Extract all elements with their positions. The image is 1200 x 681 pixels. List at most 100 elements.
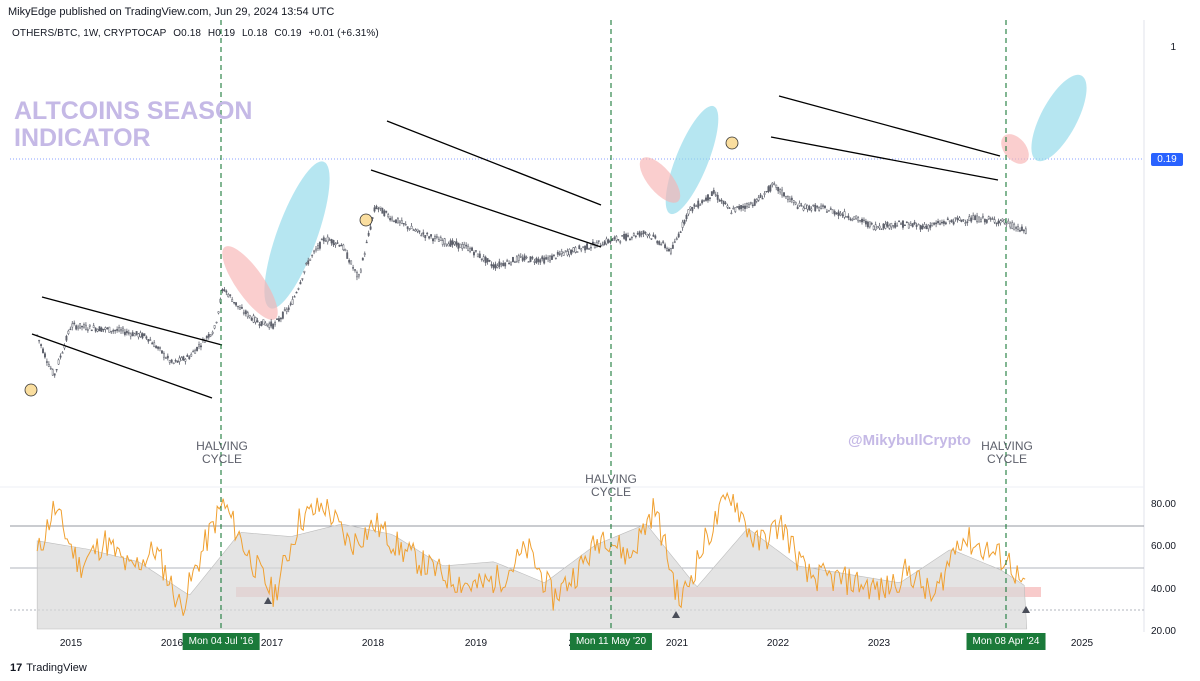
candle-body	[307, 260, 310, 265]
candle-body	[461, 244, 464, 249]
candle-body	[196, 346, 199, 351]
candle-body	[695, 205, 698, 207]
candle-body	[864, 220, 867, 225]
candle-body	[223, 289, 226, 292]
candle-body	[83, 324, 85, 328]
candle-body	[92, 325, 95, 328]
candle-body	[687, 209, 690, 215]
cool-zone-2021	[665, 105, 719, 215]
candle-body	[991, 218, 994, 220]
candle-body	[861, 218, 863, 223]
candle-body	[551, 255, 553, 260]
year-label-2025: 2025	[1070, 638, 1094, 649]
candle-body	[336, 242, 339, 244]
candle-body	[242, 312, 245, 314]
candle-body	[786, 196, 789, 200]
candle-body	[919, 225, 922, 230]
candle-body	[644, 232, 647, 234]
candle-body	[404, 223, 407, 226]
candle-body	[603, 241, 606, 245]
candle-body	[412, 229, 415, 231]
candle-body	[673, 241, 676, 243]
candle-body	[621, 235, 624, 237]
candle-body	[660, 243, 663, 246]
candle-body	[94, 327, 97, 332]
candle-body	[1007, 220, 1010, 224]
trend-channel-line-1	[41, 296, 223, 346]
candle-body	[527, 261, 530, 263]
candle-body	[668, 248, 670, 252]
candle-body	[868, 221, 871, 228]
candle-body	[114, 329, 117, 332]
candle-body	[435, 236, 438, 238]
candle-body	[558, 253, 561, 255]
candle-body	[373, 207, 376, 212]
candle-body	[623, 233, 626, 239]
candle-body	[254, 317, 257, 323]
osc-bottom-marker-1	[264, 597, 272, 604]
candle-body	[90, 329, 93, 332]
candle-body	[775, 184, 778, 188]
candle-body	[941, 221, 943, 224]
candle-body	[525, 256, 528, 259]
candle-body	[494, 263, 497, 269]
candle-body	[781, 189, 784, 196]
candle-body	[59, 355, 62, 358]
candle-body	[954, 217, 957, 219]
candle-body	[400, 220, 403, 224]
candle-body	[71, 323, 74, 328]
candle-body	[876, 226, 879, 229]
halving-label-2020-line2: CYCLE	[590, 485, 631, 499]
candle-body	[552, 254, 555, 256]
candle-body	[170, 359, 173, 363]
candle-body	[845, 216, 848, 218]
candle-body	[942, 221, 945, 224]
candle-body	[714, 194, 717, 196]
cool-zone-2017	[264, 161, 330, 309]
candle-body	[313, 250, 316, 253]
candle-body	[652, 234, 655, 237]
candle-body	[490, 264, 493, 267]
candle-body	[890, 223, 893, 228]
candle-body	[923, 224, 926, 228]
candle-body	[790, 197, 793, 201]
candle-body	[1003, 219, 1006, 224]
candle-body	[513, 261, 516, 263]
symbol-name[interactable]: OTHERS/BTC, 1W, CRYPTOCAP	[12, 28, 167, 39]
candle-body	[886, 221, 889, 227]
halving-label-2024-line2: CYCLE	[986, 452, 1027, 466]
title-line-2: INDICATOR	[14, 124, 151, 152]
candle-body	[1022, 229, 1025, 232]
candle-body	[447, 243, 450, 247]
candle-body	[1017, 226, 1019, 230]
candle-body	[683, 219, 686, 224]
candle-body	[985, 219, 988, 223]
candle-body	[689, 206, 692, 210]
candle-body	[508, 262, 511, 265]
candle-body	[123, 331, 126, 335]
tradingview-logo[interactable]: 17 TradingView	[10, 662, 87, 674]
candle-body	[227, 293, 230, 298]
candle-body	[100, 327, 103, 332]
candle-body	[67, 330, 70, 334]
candle-body	[221, 289, 224, 291]
candle-body	[437, 239, 440, 242]
candle-body	[597, 240, 600, 242]
candle-body	[143, 333, 146, 336]
candle-body	[443, 238, 446, 245]
candle-body	[428, 236, 431, 239]
candle-body	[568, 249, 571, 255]
candle-body	[892, 225, 895, 227]
candle-body	[69, 328, 72, 331]
candle-body	[630, 236, 633, 239]
candle-body	[53, 373, 56, 376]
candle-body	[246, 312, 249, 318]
candle-body	[625, 233, 628, 241]
candle-body	[964, 222, 967, 224]
candle-body	[564, 250, 567, 252]
osc-line	[36, 491, 1026, 616]
candle-body	[239, 307, 241, 310]
candle-body	[650, 238, 653, 240]
candles-group	[36, 181, 1027, 378]
